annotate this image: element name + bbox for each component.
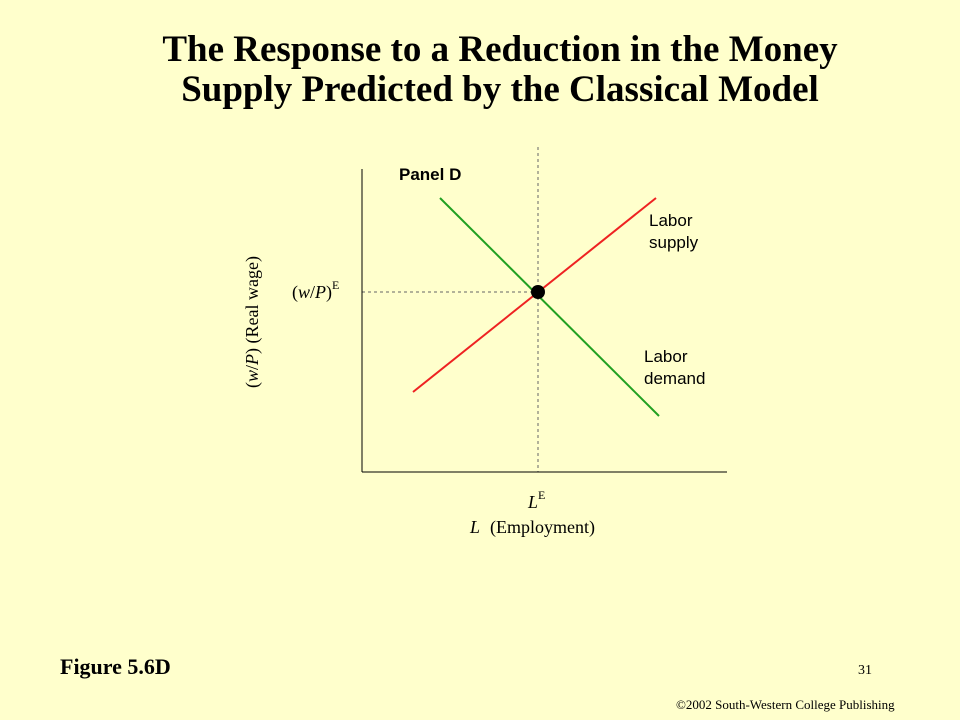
x-axis-label: L (Employment): [469, 517, 595, 538]
equilibrium-point: [531, 285, 545, 299]
diagram-panel-background: [235, 145, 735, 575]
y-axis-label: (w/P) (Real wage): [242, 256, 263, 388]
slide-title-line-2: Supply Predicted by the Classical Model: [181, 69, 819, 110]
slide-title-line-1: The Response to a Reduction in the Money: [162, 29, 838, 70]
labor-supply-label-line-1: Labor: [649, 211, 693, 230]
copyright-notice: ©2002 South-Western College Publishing: [676, 697, 895, 712]
labor-demand-label-line-1: Labor: [644, 347, 688, 366]
labor-demand-label-line-2: demand: [644, 369, 705, 388]
labor-demand-curve: [439, 197, 660, 417]
equilibrium-wage-label: (w/P)E: [292, 278, 339, 303]
figure-label: Figure 5.6D: [60, 654, 171, 679]
labor-supply-label-line-2: supply: [649, 233, 699, 252]
slide-number: 31: [858, 663, 872, 678]
slide-title: The Response to a Reduction in the Money…: [60, 30, 940, 110]
panel-label: Panel D: [399, 165, 461, 184]
equilibrium-employment-label: LE: [527, 488, 545, 512]
